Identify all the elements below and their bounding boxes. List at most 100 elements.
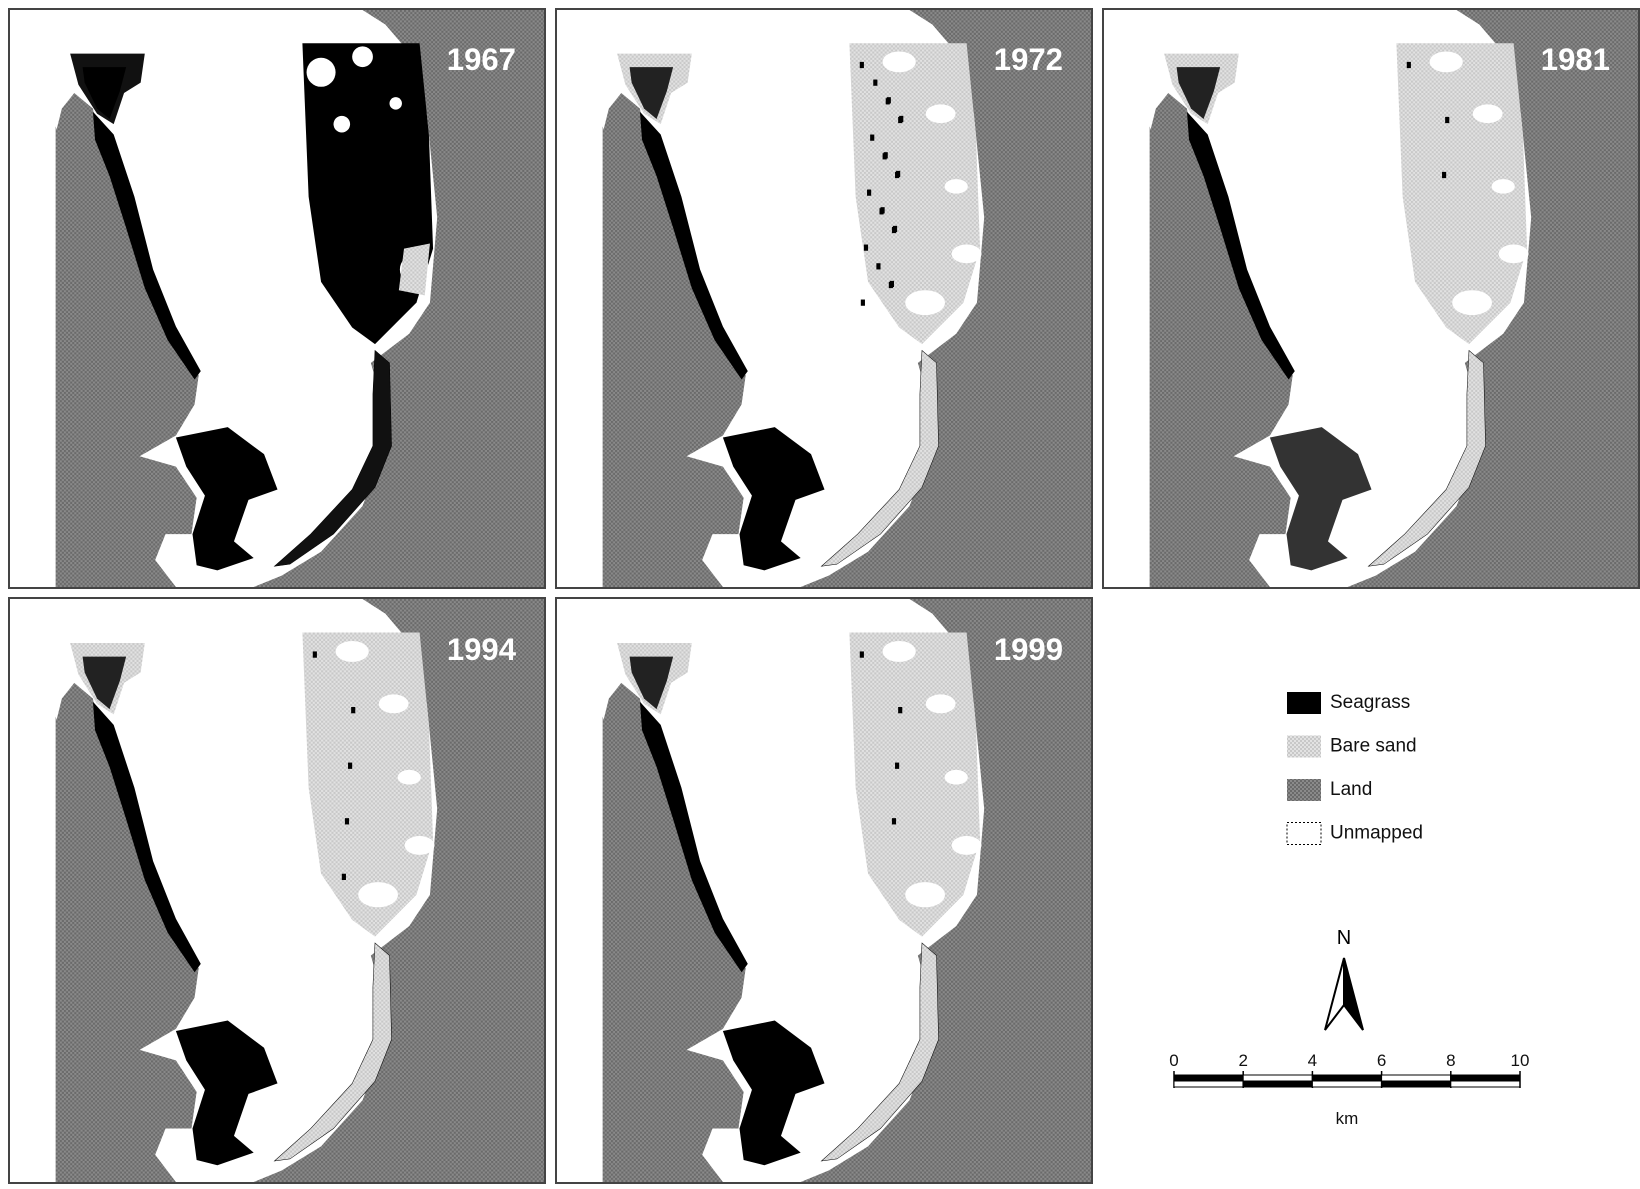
seagrass: [876, 263, 880, 269]
map-panel: 1967: [8, 8, 546, 589]
legend-swatch: [1287, 823, 1321, 845]
unmapped-patch: [1492, 179, 1515, 194]
unmapped-patch: [358, 882, 398, 907]
seagrass: [867, 190, 871, 196]
seagrass: [351, 707, 355, 713]
seagrass: [345, 818, 349, 824]
unmapped-patch: [1473, 104, 1503, 123]
year-label: 1972: [994, 42, 1063, 77]
legend-label: Land: [1330, 779, 1372, 800]
scale-segment: [1312, 1075, 1381, 1081]
unmapped-patch: [926, 104, 956, 123]
unmapped-area: [10, 10, 56, 587]
seagrass: [1442, 172, 1446, 178]
north-arrow: N: [1325, 927, 1363, 1030]
scale-segment: [1174, 1075, 1243, 1081]
scale-segment: [1312, 1081, 1381, 1087]
legend: Seagrass Bare sand Land Unmapped: [1287, 692, 1423, 845]
scale-label: 0: [1169, 1051, 1178, 1070]
scale-segment: [1243, 1075, 1312, 1081]
seagrass: [864, 245, 868, 251]
map-panel: 1972: [555, 8, 1093, 589]
arrow-right: [1344, 958, 1363, 1030]
map-panel: 1999: [555, 597, 1093, 1184]
year-label: 1967: [447, 42, 516, 77]
unmapped-patch: [336, 641, 369, 662]
unmapped-area: [557, 599, 603, 1182]
map: 1999: [557, 599, 1091, 1182]
scale-segment: [1174, 1081, 1243, 1087]
scale-unit: km: [1336, 1109, 1359, 1128]
legend-label: Unmapped: [1330, 823, 1423, 844]
scale-label: 10: [1511, 1051, 1530, 1070]
unmapped-patch: [398, 770, 421, 785]
unmapped-patch: [945, 770, 968, 785]
seagrass: [348, 763, 352, 769]
legend-swatch: [1287, 692, 1321, 714]
seagrass: [899, 116, 903, 122]
scale-label: 2: [1238, 1051, 1247, 1070]
arrow-left: [1325, 958, 1344, 1030]
legend-label: Bare sand: [1330, 736, 1417, 757]
map: 1967: [10, 10, 544, 587]
map-panel: 1981: [1102, 8, 1640, 589]
scale-label: 6: [1377, 1051, 1386, 1070]
seagrass: [890, 281, 894, 287]
scale-segment: [1243, 1081, 1312, 1087]
scale-segment: [1451, 1081, 1520, 1087]
year-label: 1994: [447, 632, 517, 667]
scale-label: 4: [1308, 1051, 1317, 1070]
seagrass: [881, 207, 885, 213]
unmapped-patch: [883, 641, 916, 662]
unmapped-patch: [883, 52, 916, 73]
seagrass: [884, 152, 888, 158]
north-label: N: [1337, 927, 1351, 949]
unmapped-area: [10, 599, 56, 1182]
seagrass: [887, 97, 891, 103]
map: 1972: [557, 10, 1091, 587]
scale-bar: km 0 2 4 6 8 10: [1169, 1051, 1529, 1128]
seagrass: [895, 763, 899, 769]
unmapped-patch: [952, 836, 982, 855]
seagrass: [313, 651, 317, 657]
seagrass: [342, 874, 346, 880]
scale-segment: [1382, 1075, 1451, 1081]
seagrass: [893, 226, 897, 232]
unmapped-patch: [1430, 52, 1463, 73]
unmapped-patch: [926, 694, 956, 713]
scale-segment: [1451, 1075, 1520, 1081]
seagrass: [892, 818, 896, 824]
unmapped-area: [557, 10, 603, 587]
map-panel: 1994: [8, 597, 546, 1184]
year-label: 1999: [994, 632, 1063, 667]
legend-label: Seagrass: [1330, 692, 1410, 713]
seagrass: [896, 171, 900, 177]
seagrass: [1407, 62, 1411, 68]
seagrass: [861, 300, 865, 306]
seagrass: [873, 80, 877, 86]
page: {"panels": [{"year": "1967"}, {"year": "…: [0, 0, 1640, 1189]
map: 1981: [1104, 10, 1638, 587]
unmapped-patch: [1452, 290, 1492, 315]
unmapped-patch: [307, 58, 336, 87]
seagrass: [1445, 117, 1449, 123]
unmapped-patch: [952, 245, 982, 264]
unmapped-patch: [905, 882, 945, 907]
unmapped-patch: [945, 179, 968, 194]
seagrass: [860, 651, 864, 657]
unmapped-patch: [1499, 245, 1529, 264]
unmapped-area: [1104, 10, 1150, 587]
unmapped-patch: [905, 290, 945, 315]
seagrass: [898, 707, 902, 713]
unmapped-patch: [405, 836, 435, 855]
seagrass: [860, 62, 864, 68]
seagrass: [870, 135, 874, 141]
legend-swatch: [1287, 779, 1321, 801]
unmapped-patch: [334, 116, 351, 133]
scale-segment: [1382, 1081, 1451, 1087]
scale-label: 8: [1446, 1051, 1455, 1070]
legend-swatch: [1287, 736, 1321, 758]
map: 1994: [10, 599, 544, 1182]
year-label: 1981: [1541, 42, 1610, 77]
unmapped-patch: [390, 97, 402, 109]
